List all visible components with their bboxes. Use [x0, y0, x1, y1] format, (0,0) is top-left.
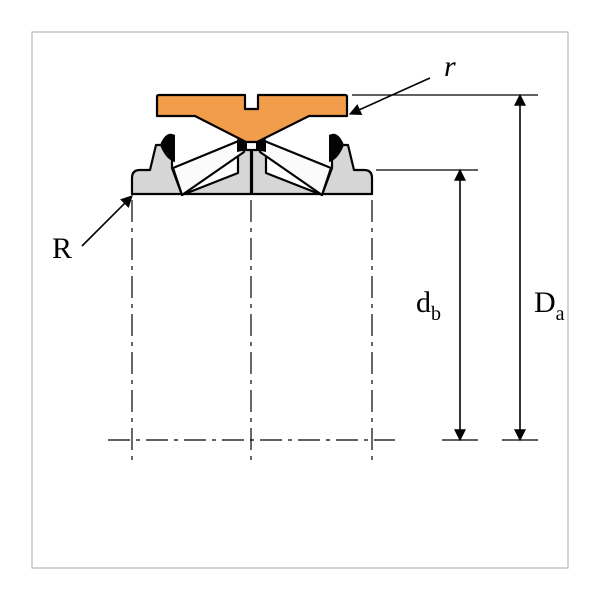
- callout-R: [82, 196, 132, 246]
- label-Da: Da: [534, 286, 565, 325]
- label-R: R: [52, 232, 72, 265]
- bearing-diagram: R r Da db: [0, 0, 600, 600]
- label-r: r: [444, 50, 456, 83]
- outer-race: [157, 95, 347, 142]
- callout-r: [350, 78, 430, 114]
- label-db: db: [416, 286, 441, 325]
